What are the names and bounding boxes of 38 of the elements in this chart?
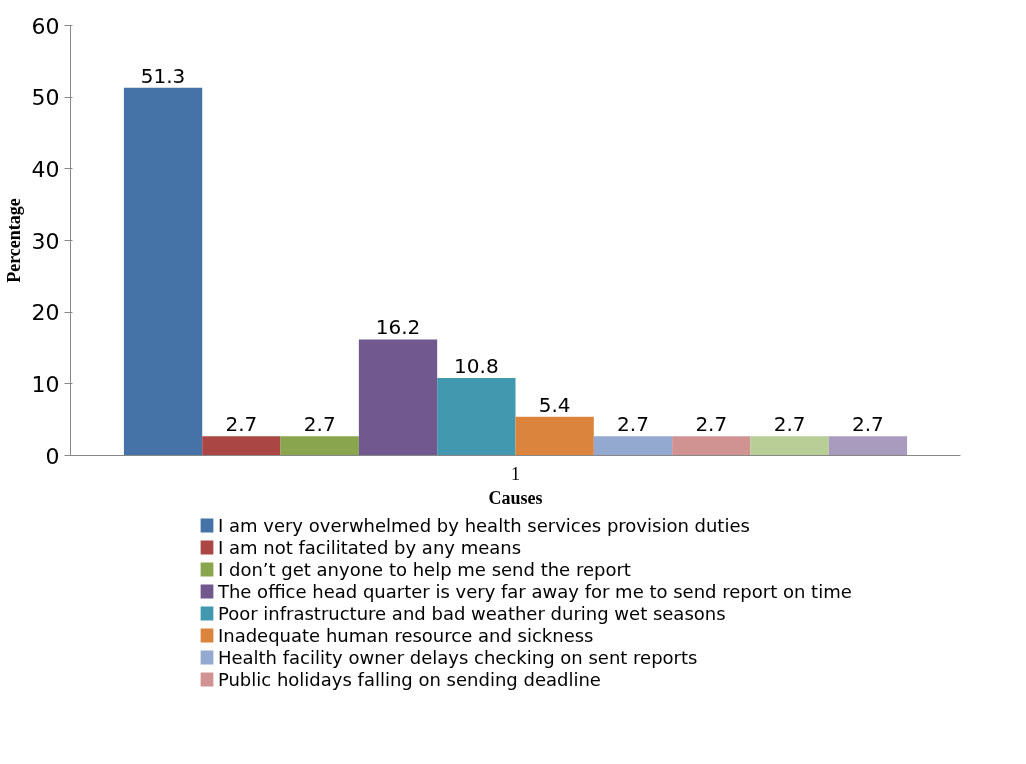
bar — [358, 339, 438, 456]
bar — [828, 436, 908, 456]
y-tick-label: 20 — [31, 300, 60, 326]
bar — [280, 436, 359, 456]
bar — [202, 436, 281, 456]
y-axis-title: Percentage — [3, 198, 24, 283]
bar — [593, 436, 673, 456]
data-label: 2.7 — [852, 412, 884, 437]
bar — [672, 436, 751, 456]
legend-label: Inadequate human resource and sickness — [217, 625, 594, 646]
y-tick-label: 10 — [31, 371, 60, 397]
data-label: 2.7 — [695, 412, 728, 437]
data-label: 2.7 — [303, 412, 336, 437]
legend-label: I am very overwhelmed by health services provision duties — [217, 515, 750, 536]
legend-label: The office head quarter is very far away for me to send report on time — [216, 581, 852, 602]
data-label: 2.7 — [225, 412, 258, 437]
data-label: 51.3 — [140, 63, 186, 88]
bar — [123, 87, 203, 456]
x-tick-label: 1 — [511, 463, 520, 484]
y-tick-label: 30 — [31, 228, 60, 254]
data-label: 2.7 — [773, 412, 806, 437]
legend-label: Health facility owner delays checking on sent reports — [217, 647, 698, 668]
legend-label: Public holidays falling on sending deadline — [217, 669, 601, 690]
x-axis-title: Causes — [488, 487, 543, 508]
data-label: 5.4 — [538, 392, 571, 417]
data-label: 10.8 — [454, 354, 499, 379]
data-label: 2.7 — [617, 412, 649, 437]
y-tick-label: 60 — [31, 13, 60, 39]
bar — [515, 416, 594, 456]
bar — [750, 436, 829, 456]
y-tick-label: 0 — [45, 443, 60, 469]
legend-label: I don’t get anyone to help me send the report — [217, 559, 631, 580]
y-tick-label: 40 — [31, 156, 60, 182]
y-tick-label: 50 — [31, 85, 60, 111]
bar — [437, 378, 516, 456]
data-label: 16.2 — [375, 315, 421, 340]
legend-label: I am not facilitated by any means — [217, 537, 522, 558]
legend-label: Poor infrastructure and bad weather during wet seasons — [217, 603, 726, 624]
